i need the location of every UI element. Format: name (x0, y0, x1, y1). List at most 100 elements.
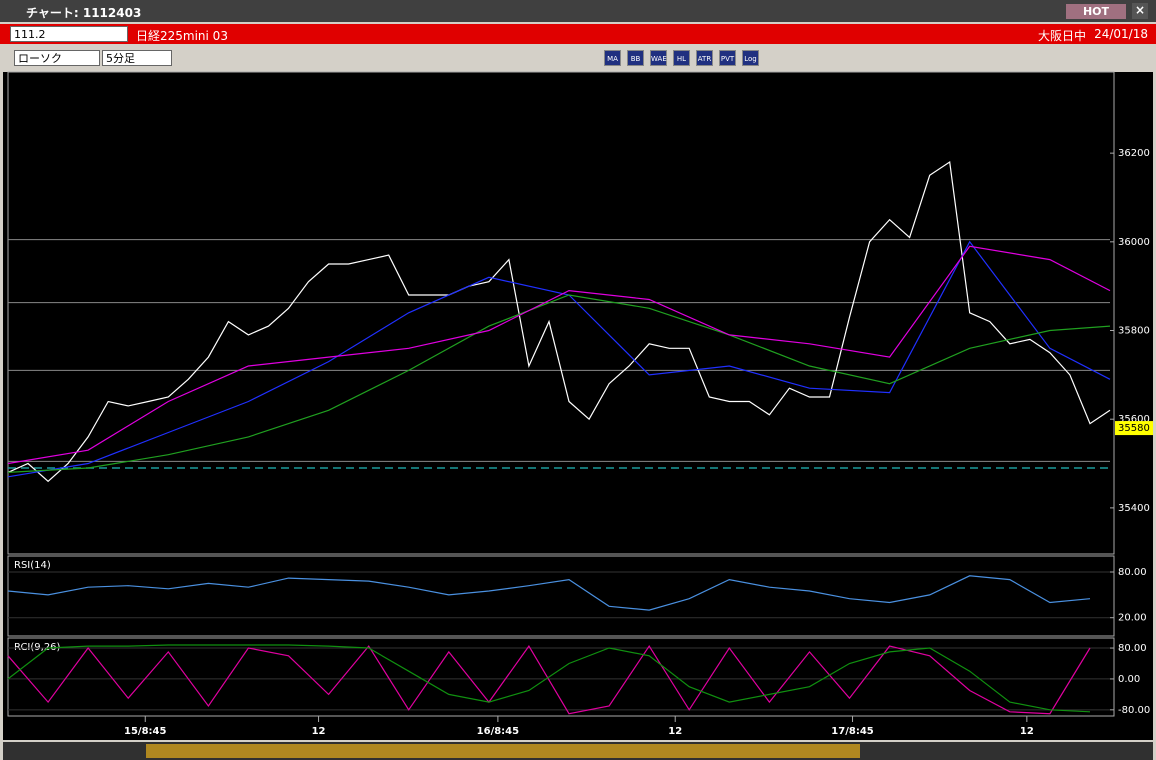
info-row: 終値 35795 (4, 126, 151, 139)
info-label: 移動平均線 (7, 260, 57, 272)
info-row: RSI 31.86 (4, 193, 151, 206)
info-row: 平均2 35862.80 (4, 166, 151, 179)
window-title: チャート: 1112403 (26, 6, 142, 20)
date: 24/01/18 (1094, 27, 1148, 41)
series-line (7, 160, 1111, 483)
last-price-box (1115, 421, 1153, 436)
info-datetime: 2024/01/16 9:50:00 (48, 74, 148, 85)
symbol-name: 日経225mini 03 (136, 29, 228, 43)
symbol-input[interactable]: 111.2 (10, 26, 128, 42)
series-line (7, 644, 1091, 715)
info-panel: 2024/01/16 9:50:00 始値 35815 高値 35855 安値 35795… (3, 72, 152, 302)
info-label: 平均3 (7, 180, 34, 192)
toolbar-button[interactable]: WAE (650, 50, 667, 66)
scroll-thumb[interactable] (146, 744, 860, 758)
series-line (7, 245, 1111, 465)
info-row: RCI2 -57.30 (4, 219, 151, 232)
info-row: 移動平均線 35862.80 (4, 259, 151, 272)
chart-type-select[interactable]: ローソク (14, 50, 100, 66)
panel-title: RSI(14) (14, 560, 51, 571)
title-bar: チャート: 1112403 HOT × (0, 0, 1156, 22)
info-value: 35862.80 (100, 167, 148, 179)
series-line (7, 644, 1091, 713)
info-row: RCI1 75.42 (4, 206, 151, 219)
toolbar-button[interactable]: PVT (719, 50, 736, 66)
info-value: -57.30 (115, 220, 148, 232)
rsi-panel (7, 555, 1115, 637)
info-label: 始値 (7, 87, 27, 99)
hot-button[interactable]: HOT (1066, 4, 1126, 19)
x-tick-label: 16/8:45 (477, 726, 519, 737)
y-tick-label: 80.00 (1118, 643, 1147, 654)
toolbar-button[interactable]: ATR (696, 50, 713, 66)
info-value: 31.86 (119, 193, 148, 205)
info-value: 35782.21 (100, 273, 148, 285)
info-label: RSI (7, 193, 24, 205)
info-row: 平均3 35876.07 (4, 179, 151, 192)
y-tick-label: 36000 (1118, 237, 1150, 248)
last-price-label: 35580 (1118, 423, 1150, 434)
y-tick-label: 35600 (1118, 414, 1150, 425)
info-label: 標準偏差+1 (7, 246, 62, 258)
info-value: 75.42 (119, 206, 148, 218)
info-row: 標準偏差-2 35701.63 (4, 286, 151, 299)
x-tick-label: 12 (312, 726, 326, 737)
series-line (7, 575, 1091, 611)
y-tick-label: 0.00 (1118, 674, 1140, 685)
info-value: 35876.07 (100, 180, 148, 192)
rci-panel (7, 637, 1115, 717)
x-tick-label: 12 (668, 726, 682, 737)
info-row: Vwap 35821.40 (4, 139, 151, 152)
info-label: 標準偏差-2 (7, 286, 57, 298)
market-name: 大阪日中 (1037, 29, 1086, 43)
info-label: 標準偏差-1 (7, 273, 57, 285)
info-value: 35943.39 (100, 246, 148, 258)
info-value: 35795 (116, 113, 148, 125)
info-value: 35795 (116, 127, 148, 139)
info-row: 始値 35815 (4, 86, 151, 99)
info-value: 35821.40 (100, 140, 148, 152)
toolbar-button[interactable]: MA (604, 50, 621, 66)
info-label: RCI2 (7, 220, 30, 232)
toolbar-button[interactable]: HL (673, 50, 690, 66)
info-value: 35862.80 (100, 260, 148, 272)
y-tick-label: 20.00 (1118, 613, 1147, 624)
info-label: Vwap (7, 140, 35, 152)
y-tick-label: 35400 (1118, 503, 1150, 514)
info-value: 35815 (116, 87, 148, 99)
series-line (7, 294, 1111, 473)
info-value: 35855 (116, 100, 148, 112)
info-label: 平均2 (7, 167, 34, 179)
y-tick-label: -80.00 (1118, 705, 1150, 716)
interval-select[interactable]: 5分足 (102, 50, 172, 66)
info-value: 35701.63 (100, 286, 148, 298)
scrollbar[interactable] (3, 742, 1153, 760)
info-value: 35808.00 (100, 153, 148, 165)
info-label: 標準偏差+2 (7, 233, 62, 245)
info-value: 36023.97 (100, 233, 148, 245)
info-row: 高値 35855 (4, 100, 151, 113)
info-row: 平均1 35808.00 (4, 153, 151, 166)
x-tick-label: 15/8:45 (124, 726, 166, 737)
info-row: 標準偏差+2 36023.97 (4, 233, 151, 246)
info-row: 安値 35795 (4, 113, 151, 126)
y-tick-label: 80.00 (1118, 567, 1147, 578)
toolbar-button[interactable]: BB (627, 50, 644, 66)
y-tick-label: 36200 (1118, 148, 1150, 159)
x-tick-label: 12 (1020, 726, 1034, 737)
info-label: 安値 (7, 113, 27, 125)
main-panel (7, 71, 1115, 555)
toolbar: ローソク 5分足 MA BB WAE HL ATR PVT Log (0, 46, 1156, 70)
info-label: 高値 (7, 100, 27, 112)
toolbar-button[interactable]: Log (742, 50, 759, 66)
x-tick-label: 17/8:45 (831, 726, 873, 737)
info-row: 標準偏差+1 35943.39 (4, 246, 151, 259)
info-label: RCI1 (7, 206, 30, 218)
chart-bg (3, 72, 1153, 740)
info-row: 標準偏差-1 35782.21 (4, 272, 151, 285)
close-button[interactable]: × (1132, 3, 1148, 19)
symbol-bar: 111.2 日経225mini 03 大阪日中 24/01/18 (0, 24, 1156, 44)
panel-title: RCI(9,26) (14, 642, 61, 653)
